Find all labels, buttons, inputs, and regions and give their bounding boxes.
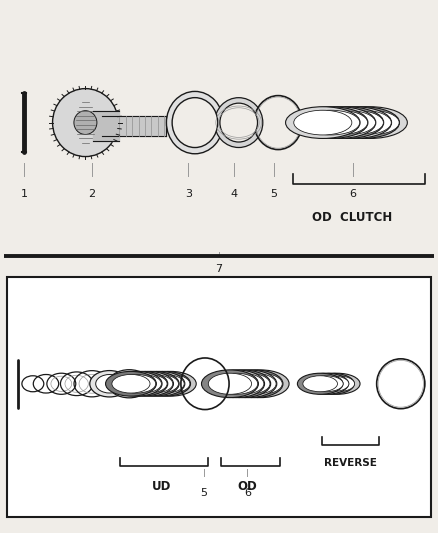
Ellipse shape — [333, 110, 391, 135]
Text: 1: 1 — [21, 189, 28, 199]
Ellipse shape — [341, 110, 399, 135]
Ellipse shape — [117, 372, 168, 396]
Text: 5: 5 — [270, 189, 277, 199]
Ellipse shape — [123, 372, 173, 396]
Ellipse shape — [145, 372, 196, 396]
Ellipse shape — [208, 373, 251, 394]
Text: 5: 5 — [200, 488, 207, 498]
Ellipse shape — [232, 370, 289, 398]
Ellipse shape — [309, 373, 354, 394]
Ellipse shape — [221, 373, 264, 394]
Ellipse shape — [325, 107, 399, 139]
Ellipse shape — [286, 107, 360, 139]
Ellipse shape — [140, 372, 191, 396]
Ellipse shape — [318, 110, 375, 135]
Text: 2: 2 — [88, 189, 95, 199]
Text: 6: 6 — [349, 189, 356, 199]
Ellipse shape — [112, 375, 150, 393]
Ellipse shape — [308, 376, 343, 392]
Ellipse shape — [128, 372, 179, 396]
Ellipse shape — [239, 373, 282, 394]
Ellipse shape — [325, 110, 383, 135]
Ellipse shape — [172, 98, 218, 148]
Ellipse shape — [117, 375, 156, 393]
Text: REVERSE: REVERSE — [324, 458, 377, 469]
Ellipse shape — [314, 373, 360, 394]
Ellipse shape — [215, 98, 263, 148]
Ellipse shape — [129, 375, 167, 393]
Ellipse shape — [140, 375, 178, 393]
Ellipse shape — [108, 370, 150, 398]
Text: 4: 4 — [231, 189, 238, 199]
Text: 3: 3 — [185, 189, 192, 199]
Ellipse shape — [301, 107, 376, 139]
Ellipse shape — [309, 107, 384, 139]
Ellipse shape — [220, 103, 258, 142]
Ellipse shape — [114, 374, 144, 393]
Ellipse shape — [215, 373, 258, 394]
Ellipse shape — [135, 375, 173, 393]
Text: 6: 6 — [244, 488, 251, 498]
Ellipse shape — [201, 370, 258, 398]
Text: 7: 7 — [215, 264, 223, 274]
Ellipse shape — [214, 370, 271, 398]
Ellipse shape — [74, 111, 97, 134]
Ellipse shape — [226, 370, 283, 398]
Ellipse shape — [293, 107, 368, 139]
Ellipse shape — [294, 110, 352, 135]
Ellipse shape — [152, 375, 190, 393]
Ellipse shape — [303, 373, 349, 394]
Ellipse shape — [303, 376, 338, 392]
Text: UD: UD — [152, 480, 172, 492]
Ellipse shape — [233, 373, 276, 394]
Ellipse shape — [111, 372, 162, 396]
Text: OD: OD — [237, 480, 258, 492]
Ellipse shape — [106, 372, 156, 396]
Ellipse shape — [314, 376, 349, 392]
Ellipse shape — [320, 376, 355, 392]
Ellipse shape — [53, 88, 118, 157]
Ellipse shape — [90, 370, 129, 397]
Text: OD  CLUTCH: OD CLUTCH — [312, 211, 393, 223]
Ellipse shape — [166, 92, 223, 154]
Ellipse shape — [310, 110, 367, 135]
Ellipse shape — [297, 373, 343, 394]
Ellipse shape — [124, 375, 161, 393]
Ellipse shape — [95, 375, 124, 393]
Ellipse shape — [333, 107, 407, 139]
Ellipse shape — [146, 375, 184, 393]
FancyBboxPatch shape — [7, 277, 431, 517]
Ellipse shape — [220, 370, 277, 398]
Ellipse shape — [134, 372, 185, 396]
Ellipse shape — [317, 107, 392, 139]
Ellipse shape — [302, 110, 360, 135]
Ellipse shape — [227, 373, 270, 394]
Ellipse shape — [208, 370, 265, 398]
